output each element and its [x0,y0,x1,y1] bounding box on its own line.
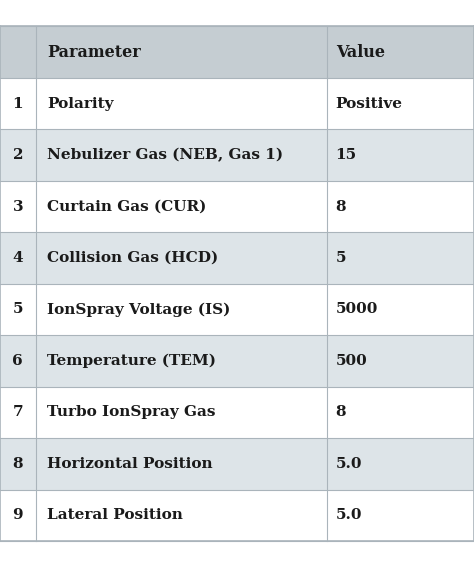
Text: 5000: 5000 [336,302,378,316]
Bar [327,181,474,232]
Text: IonSpray Voltage (IS): IonSpray Voltage (IS) [47,302,230,316]
Bar [0,490,36,541]
Bar [36,284,327,335]
Text: 15: 15 [336,148,357,162]
Bar [327,78,474,129]
Text: 6: 6 [12,354,23,368]
Text: 8: 8 [336,405,346,419]
Bar [0,181,474,232]
Bar [0,387,36,438]
Bar [327,129,474,181]
Bar [0,284,36,335]
Text: 8: 8 [12,457,23,471]
Text: 9: 9 [12,508,23,522]
Text: 3: 3 [12,199,23,214]
Bar [0,438,36,490]
Text: Temperature (TEM): Temperature (TEM) [47,354,216,368]
Text: Horizontal Position: Horizontal Position [47,457,213,471]
Bar [0,78,36,129]
Bar [327,335,474,387]
Text: Positive: Positive [336,97,403,111]
Text: 5.0: 5.0 [336,508,362,522]
Bar [327,438,474,490]
Bar [327,490,474,541]
Text: 7: 7 [12,405,23,419]
Text: 4: 4 [12,251,23,265]
Bar [0,181,36,232]
Text: 1: 1 [12,97,23,111]
Bar [0,232,36,284]
Bar [0,26,474,78]
Bar [36,387,327,438]
Text: Turbo IonSpray Gas: Turbo IonSpray Gas [47,405,216,419]
Text: 5.0: 5.0 [336,457,362,471]
Bar [0,129,474,181]
Bar [0,490,474,541]
Text: Curtain Gas (CUR): Curtain Gas (CUR) [47,199,207,214]
Bar [0,78,474,129]
Bar [327,26,474,78]
Bar [0,26,36,78]
Bar [327,387,474,438]
Bar [36,78,327,129]
Text: Value: Value [336,43,385,61]
Bar [36,181,327,232]
Text: Nebulizer Gas (NEB, Gas 1): Nebulizer Gas (NEB, Gas 1) [47,148,283,162]
Text: 8: 8 [336,199,346,214]
Bar [0,335,36,387]
Text: Polarity: Polarity [47,97,114,111]
Text: 500: 500 [336,354,367,368]
Bar [36,129,327,181]
Bar [36,26,327,78]
Bar [327,232,474,284]
Bar [0,387,474,438]
Text: 5: 5 [336,251,346,265]
Bar [36,232,327,284]
Text: Collision Gas (HCD): Collision Gas (HCD) [47,251,219,265]
Text: 5: 5 [12,302,23,316]
Bar [0,232,474,284]
Bar [0,129,36,181]
Bar [36,490,327,541]
Text: Lateral Position: Lateral Position [47,508,183,522]
Bar [36,335,327,387]
Bar [36,438,327,490]
Bar [0,335,474,387]
Bar [327,284,474,335]
Bar [0,284,474,335]
Text: Parameter: Parameter [47,43,141,61]
Text: 2: 2 [12,148,23,162]
Bar [0,438,474,490]
